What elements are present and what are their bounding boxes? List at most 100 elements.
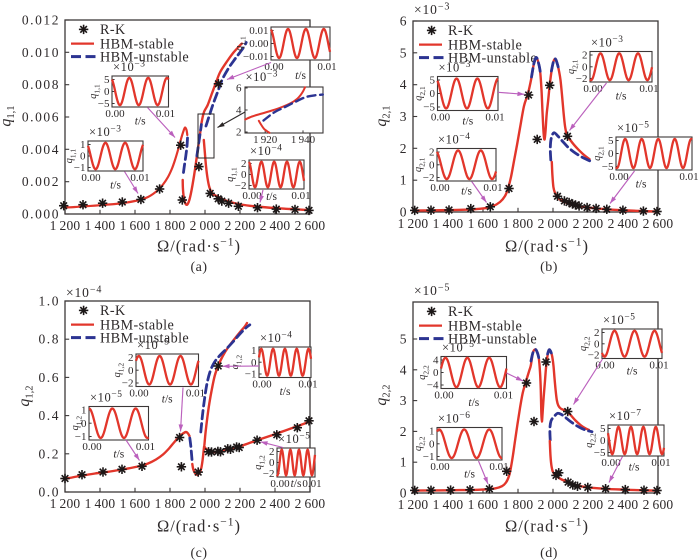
svg-text:0.01: 0.01 [249, 25, 268, 37]
svg-text:0.00: 0.00 [129, 388, 149, 400]
svg-text:2 400: 2 400 [608, 216, 639, 231]
svg-text:3: 3 [400, 393, 408, 408]
svg-text:0.8: 0.8 [38, 332, 60, 347]
svg-text:0: 0 [608, 148, 614, 160]
svg-text:t/s: t/s [468, 397, 479, 409]
svg-text:HBM-unstable: HBM-unstable [100, 330, 189, 346]
svg-text:Ω/(rad·s−1): Ω/(rad·s−1) [505, 237, 589, 256]
svg-text:0.01: 0.01 [130, 172, 149, 184]
svg-text:2 400: 2 400 [260, 496, 291, 511]
svg-text:2: 2 [594, 327, 600, 339]
svg-text:0: 0 [128, 365, 134, 377]
svg-text:q1,2: q1,2 [230, 355, 244, 370]
svg-text:4: 4 [236, 105, 242, 117]
svg-text:t/s: t/s [291, 478, 302, 490]
svg-text:−5: −5 [423, 102, 435, 114]
svg-text:(b): (b) [540, 260, 558, 275]
svg-text:1 400: 1 400 [433, 497, 464, 512]
svg-text:0.00: 0.00 [434, 390, 454, 402]
svg-text:0: 0 [582, 61, 588, 73]
svg-text:0.00: 0.00 [430, 182, 450, 194]
svg-text:0.00: 0.00 [252, 379, 272, 391]
svg-text:0.012: 0.012 [22, 13, 60, 28]
svg-text:−2: −2 [588, 350, 600, 362]
svg-text:Ω/(rad·s−1): Ω/(rad·s−1) [505, 517, 589, 536]
svg-text:1: 1 [400, 173, 408, 188]
svg-text:0.00: 0.00 [270, 478, 290, 490]
svg-text:2 000: 2 000 [538, 497, 569, 512]
svg-text:−0.01: −0.01 [243, 51, 268, 63]
svg-text:q1,1: q1,1 [88, 84, 102, 99]
svg-text:5: 5 [400, 45, 408, 60]
svg-text:−2: −2 [122, 378, 134, 390]
svg-text:2 200: 2 200 [225, 218, 256, 233]
svg-text:1: 1 [80, 139, 86, 151]
svg-text:2: 2 [128, 352, 134, 364]
svg-text:0.00: 0.00 [601, 457, 621, 469]
svg-text:1 200: 1 200 [50, 218, 81, 233]
svg-text:−1: −1 [75, 431, 87, 443]
svg-text:6: 6 [236, 83, 242, 95]
svg-text:1 600: 1 600 [120, 218, 151, 233]
svg-text:2 000: 2 000 [190, 218, 221, 233]
svg-text:0.01: 0.01 [291, 190, 310, 202]
svg-text:2: 2 [236, 127, 242, 139]
svg-text:0.01: 0.01 [485, 112, 504, 124]
svg-text:1 800: 1 800 [155, 496, 186, 511]
svg-text:q1,1: q1,1 [64, 148, 78, 163]
svg-text:5: 5 [400, 332, 408, 347]
svg-text:1: 1 [429, 426, 435, 438]
svg-text:0.00: 0.00 [81, 172, 101, 184]
svg-text:1 800: 1 800 [155, 218, 186, 233]
svg-text:R-K: R-K [448, 23, 474, 39]
svg-text:1.0: 1.0 [38, 294, 60, 309]
svg-text:0: 0 [269, 457, 275, 469]
svg-text:−1: −1 [245, 369, 257, 381]
svg-text:HBM-unstable: HBM-unstable [100, 49, 189, 65]
svg-text:1 800: 1 800 [503, 216, 534, 231]
svg-text:1 920: 1 920 [253, 134, 278, 146]
svg-text:HBM-stable: HBM-stable [448, 318, 522, 334]
svg-text:0.01: 0.01 [639, 83, 658, 95]
svg-text:1: 1 [400, 455, 408, 470]
svg-text:t/s: t/s [616, 91, 627, 103]
svg-text:1 600: 1 600 [468, 497, 499, 512]
svg-text:t/s: t/s [462, 116, 473, 128]
svg-text:0: 0 [429, 438, 435, 450]
svg-text:0.00: 0.00 [264, 61, 284, 73]
svg-text:t/s: t/s [464, 469, 475, 481]
svg-text:0: 0 [104, 86, 110, 98]
svg-text:2 200: 2 200 [573, 216, 604, 231]
svg-text:0.004: 0.004 [22, 142, 60, 157]
svg-text:0.01: 0.01 [483, 182, 502, 194]
svg-text:−2: −2 [235, 180, 247, 192]
svg-text:1 600: 1 600 [120, 496, 151, 511]
svg-text:HBM-unstable: HBM-unstable [448, 331, 537, 347]
svg-text:0.00: 0.00 [431, 112, 451, 124]
svg-text:q2,2: q2,2 [413, 436, 427, 451]
svg-text:1: 1 [251, 345, 257, 357]
svg-text:1 600: 1 600 [468, 216, 499, 231]
svg-text:q2,1: q2,1 [414, 86, 428, 101]
svg-text:0.01: 0.01 [679, 171, 698, 183]
svg-text:(a): (a) [190, 260, 207, 275]
svg-text:0.00: 0.00 [82, 441, 102, 453]
svg-text:0: 0 [600, 435, 606, 447]
svg-text:0.00: 0.00 [249, 38, 269, 50]
svg-text:2 000: 2 000 [190, 496, 221, 511]
svg-text:2 600: 2 600 [295, 496, 326, 511]
svg-text:0.01: 0.01 [298, 379, 317, 391]
svg-text:−2: −2 [423, 172, 435, 184]
svg-text:0: 0 [400, 205, 408, 220]
svg-text:2: 2 [400, 424, 408, 439]
svg-text:0.2: 0.2 [38, 446, 60, 461]
svg-text:2: 2 [269, 446, 275, 458]
svg-text:0.00: 0.00 [583, 83, 603, 95]
svg-text:t/s: t/s [135, 116, 146, 128]
svg-text:0.01: 0.01 [649, 360, 668, 372]
svg-text:q2,1: q2,1 [413, 157, 427, 172]
svg-text:R-K: R-K [100, 303, 126, 319]
svg-text:2 000: 2 000 [538, 216, 569, 231]
svg-text:0.01: 0.01 [156, 108, 175, 120]
svg-text:q1,1: q1,1 [225, 167, 239, 182]
